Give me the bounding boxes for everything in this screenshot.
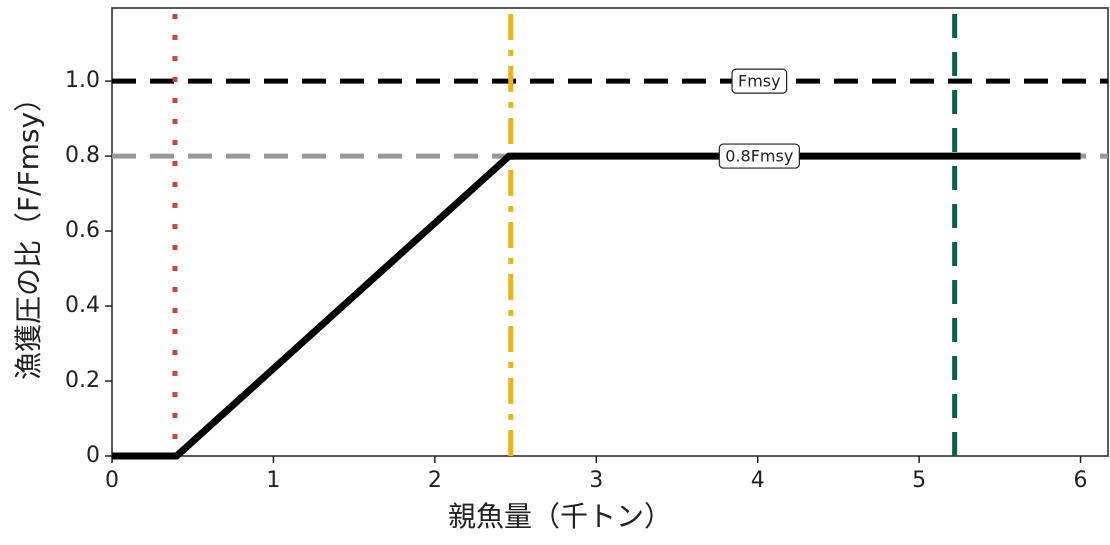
y-tick-label: 0.4 [65,293,100,318]
annotation-box [718,143,800,169]
annotation: 0.8Fmsy [725,147,793,166]
x-tick-label: 2 [428,468,442,493]
y-tick-label: 0.2 [65,368,100,393]
x-tick-label: 3 [589,468,603,493]
y-tick-label: 0.8 [65,143,100,168]
x-tick-label: 0 [105,468,119,493]
plot-frame [111,7,1109,457]
x-axis-label: 親魚量（千トン） [448,500,672,533]
y-tick-label: 0.6 [65,218,100,243]
annotation: Fmsy [738,72,781,91]
y-tick-label: 1.0 [65,68,100,93]
x-tick-label: 6 [1074,468,1088,493]
annotation-box [731,68,788,94]
x-tick-label: 4 [751,468,765,493]
x-tick-label: 1 [266,468,280,493]
y-tick-label: 0 [86,443,100,468]
y-axis-label: 漁獲圧の比（F/Fmsy） [12,84,45,380]
x-tick-label: 5 [912,468,926,493]
control-rule-line [112,152,1081,460]
